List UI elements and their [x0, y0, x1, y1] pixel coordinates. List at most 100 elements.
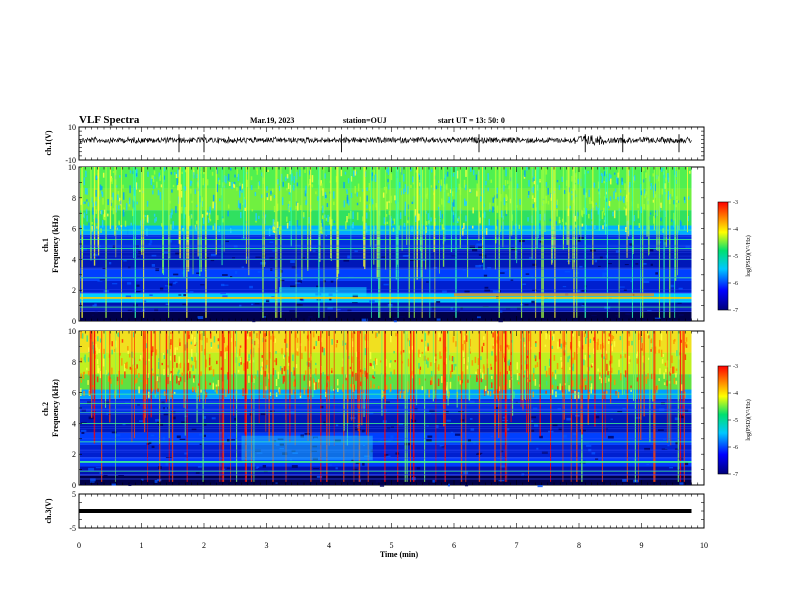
colorbar-label: log(PSD)(V²/Hz)	[745, 399, 752, 440]
spectrum-speckle	[257, 271, 262, 273]
spectrum-speckle	[81, 422, 87, 424]
colorbar-scale	[717, 201, 729, 311]
spectrum-speckle	[111, 341, 113, 347]
spectrum-speckle	[356, 192, 359, 197]
spectrum-speckle	[519, 198, 521, 205]
spectrum-speckle	[518, 224, 521, 229]
spectrum-speckle	[630, 279, 633, 283]
spectrum-speckle	[364, 455, 370, 459]
spectrum-layer	[80, 311, 692, 321]
spectrum-speckle	[226, 467, 231, 469]
spectrum-speckle	[315, 340, 318, 346]
spectrum-speckle	[508, 359, 510, 366]
spectrum-speckle	[182, 228, 184, 232]
spectrum-speckle	[162, 278, 167, 281]
spectrum-speckle	[289, 167, 292, 175]
spectrum-speckle	[306, 385, 308, 389]
spectrum-speckle	[451, 356, 454, 362]
ch1-spectrogram-ylabel-line2: Frequency (kHz)	[51, 215, 60, 273]
spectrum-speckle	[472, 169, 475, 176]
spectrum-speckle	[678, 287, 683, 290]
spectrum-speckle	[331, 370, 333, 374]
spectrum-speckle	[625, 226, 627, 232]
spectrum-speckle	[518, 373, 521, 376]
spectrum-speckle	[175, 206, 177, 213]
spectrum-speckle	[536, 362, 539, 367]
spectrum-speckle	[225, 347, 227, 352]
spectrum-speckle	[330, 280, 334, 283]
spectrum-speckle	[511, 248, 518, 251]
spectrum-speckle	[241, 266, 245, 269]
spectrum-speckle	[102, 214, 105, 220]
spectrum-speckle	[345, 221, 347, 230]
spectrum-speckle	[286, 369, 289, 375]
spectrum-speckle	[390, 435, 394, 438]
spectrum-speckle	[409, 350, 411, 354]
spectrum-speckle	[495, 237, 501, 240]
spectrum-speckle	[447, 483, 450, 487]
spectrum-speckle	[613, 341, 616, 347]
spectrum-speckle	[347, 356, 350, 359]
spectrum-speckle	[352, 302, 358, 304]
spectrum-speckle	[623, 376, 626, 383]
spectrum-speckle	[533, 367, 535, 375]
spectrum-speckle	[671, 188, 674, 197]
spectrum-speckle	[97, 336, 99, 342]
spectrum-speckle	[652, 199, 655, 203]
y-tick-label: 8	[72, 358, 76, 367]
spectrum-speckle	[637, 203, 639, 209]
spectrum-speckle	[153, 170, 156, 175]
spectrum-speckle	[485, 228, 488, 236]
spectrum-speckle	[594, 259, 598, 263]
spectrum-speckle	[138, 373, 140, 378]
spectrum-speckle	[92, 207, 94, 215]
spectrum-speckle	[430, 362, 432, 367]
spectrum-speckle	[288, 362, 290, 366]
spectrum-speckle	[354, 169, 357, 176]
spectrum-speckle	[642, 355, 645, 363]
spectrum-speckle	[500, 194, 502, 202]
spectrum-speckle	[350, 192, 353, 198]
spectrum-speckle	[399, 316, 405, 318]
spectrum-speckle	[667, 195, 669, 200]
spectrum-speckle	[323, 421, 326, 425]
spectrum-speckle	[176, 178, 178, 186]
y-tick-label: 5	[72, 490, 76, 499]
spectrum-speckle	[407, 186, 409, 193]
spectrum-speckle	[206, 337, 208, 343]
spectrum-speckle	[476, 375, 478, 383]
spectrum-speckle	[163, 391, 166, 396]
spectrum-speckle	[324, 173, 326, 179]
spectrum-speckle	[492, 345, 494, 349]
spectrum-speckle	[504, 179, 507, 186]
spectrum-speckle	[487, 368, 489, 375]
spectrum-speckle	[590, 201, 593, 204]
spectrum-speckle	[282, 181, 284, 187]
spectrum-speckle	[224, 352, 226, 359]
spectrum-speckle	[239, 190, 241, 198]
spectrum-speckle	[619, 336, 622, 341]
spectrum-speckle	[181, 372, 183, 377]
spectrum-speckle	[152, 175, 155, 183]
spectrum-speckle	[436, 318, 441, 321]
ch1-spectrogram-image	[80, 167, 692, 323]
spectrum-speckle	[139, 189, 141, 193]
spectrum-speckle	[94, 201, 97, 207]
colorbar-scale	[717, 365, 729, 475]
spectrum-speckle	[554, 374, 557, 380]
spectrum-speckle	[217, 344, 220, 349]
spectrum-speckle	[210, 253, 217, 257]
spectrum-speckle	[220, 188, 223, 196]
spectrum-speckle	[170, 332, 172, 335]
spectrum-speckle	[556, 199, 558, 206]
spectrum-speckle	[97, 368, 100, 374]
spectrum-speckle	[680, 339, 682, 343]
spectrum-speckle	[159, 191, 162, 200]
spectrum-speckle	[644, 447, 650, 451]
spectrum-speckle	[337, 387, 339, 392]
spectrum-speckle	[153, 176, 156, 179]
spectrum-speckle	[411, 201, 414, 205]
spectrum-speckle	[80, 388, 82, 396]
spectrum-speckle	[654, 183, 656, 192]
spectrum-speckle	[607, 371, 609, 376]
